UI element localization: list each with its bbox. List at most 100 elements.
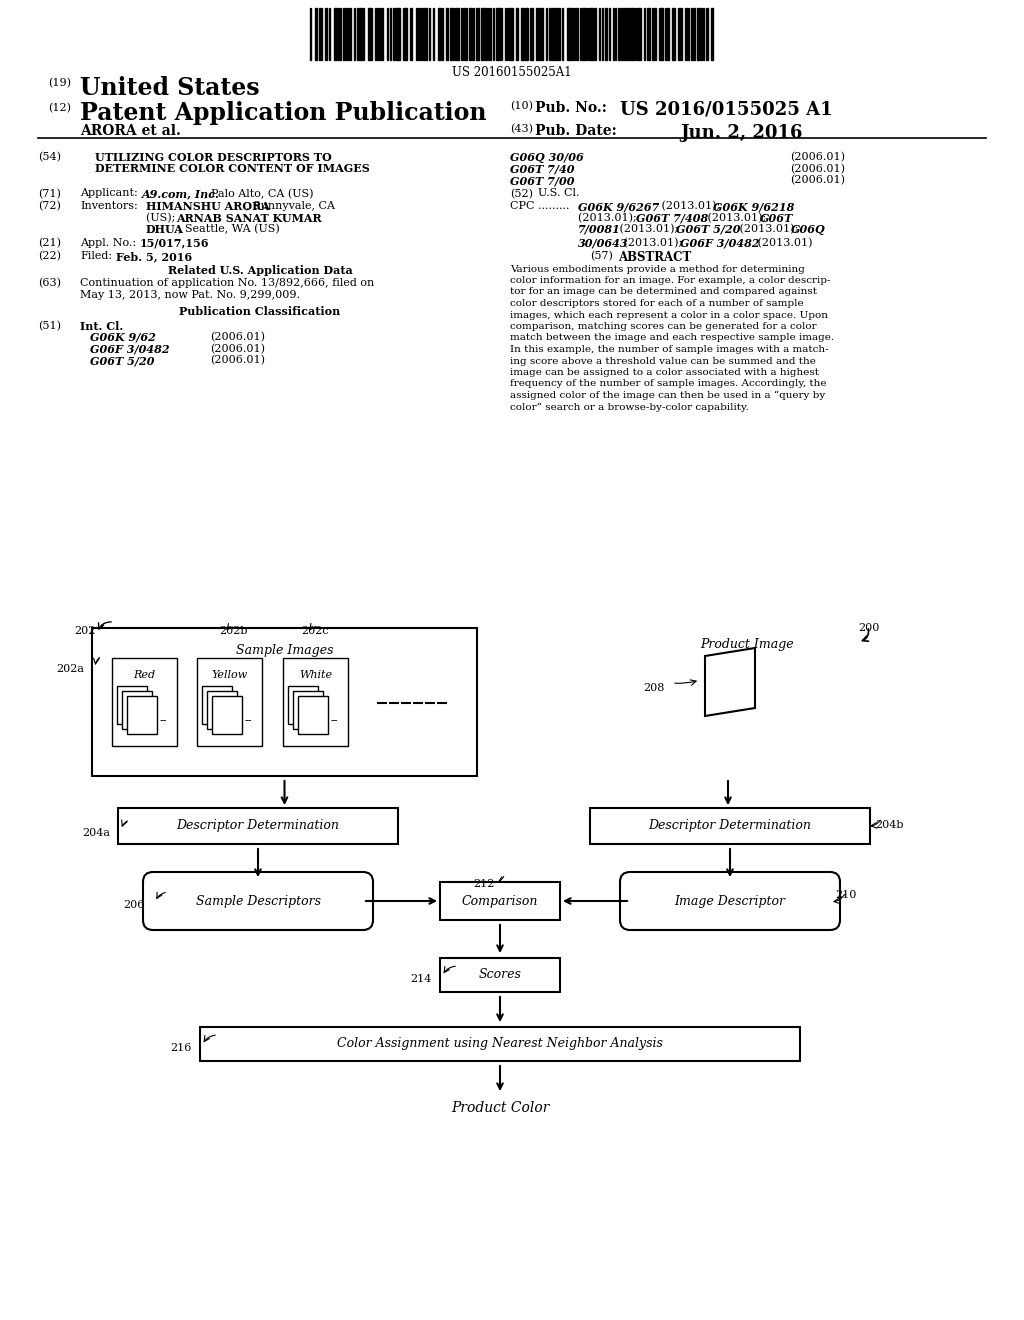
Text: 216: 216 xyxy=(171,1043,193,1053)
Bar xyxy=(469,8,472,59)
Bar xyxy=(667,8,669,59)
Text: (12): (12) xyxy=(48,103,71,114)
Text: 30/0643: 30/0643 xyxy=(578,238,629,248)
Text: Product Color: Product Color xyxy=(451,1101,549,1115)
Text: (52): (52) xyxy=(510,189,534,199)
Text: 208: 208 xyxy=(644,682,665,693)
Text: Jun. 2, 2016: Jun. 2, 2016 xyxy=(680,124,803,143)
Text: U.S. Cl.: U.S. Cl. xyxy=(538,189,580,198)
Text: G06F 3/0482: G06F 3/0482 xyxy=(680,238,760,248)
Text: (51): (51) xyxy=(38,321,61,331)
Bar xyxy=(440,882,560,920)
Text: Pub. Date:: Pub. Date: xyxy=(535,124,616,139)
Text: , Palo Alto, CA (US): , Palo Alto, CA (US) xyxy=(204,189,313,199)
Bar xyxy=(706,8,708,59)
Text: May 13, 2013, now Pat. No. 9,299,009.: May 13, 2013, now Pat. No. 9,299,009. xyxy=(80,289,300,300)
Text: (19): (19) xyxy=(48,78,71,88)
Bar xyxy=(582,8,586,59)
Text: 206: 206 xyxy=(124,900,145,909)
Text: 212: 212 xyxy=(474,879,495,888)
Bar xyxy=(207,690,237,729)
Text: (72): (72) xyxy=(38,201,60,211)
Text: (2013.01);: (2013.01); xyxy=(620,238,686,248)
Text: assigned color of the image can then be used in a “query by: assigned color of the image can then be … xyxy=(510,391,825,400)
Text: Color Assignment using Nearest Neighbor Analysis: Color Assignment using Nearest Neighbor … xyxy=(337,1038,663,1051)
Text: Descriptor Determination: Descriptor Determination xyxy=(176,820,339,833)
Bar xyxy=(440,958,560,993)
Text: Inventors:: Inventors: xyxy=(80,201,138,211)
Bar xyxy=(589,8,593,59)
Bar xyxy=(627,8,629,59)
Text: (21): (21) xyxy=(38,238,61,248)
Text: Yellow: Yellow xyxy=(211,671,248,680)
Text: G06T 5/20: G06T 5/20 xyxy=(676,224,740,235)
Text: (2006.01): (2006.01) xyxy=(790,152,845,162)
Text: ARORA et al.: ARORA et al. xyxy=(80,124,181,139)
Bar xyxy=(377,8,379,59)
Bar xyxy=(521,8,524,59)
Text: In this example, the number of sample images with a match-: In this example, the number of sample im… xyxy=(510,345,828,354)
Text: White: White xyxy=(299,671,332,680)
Bar xyxy=(485,8,487,59)
Bar xyxy=(334,8,337,59)
Text: image can be assigned to a color associated with a highest: image can be assigned to a color associa… xyxy=(510,368,819,378)
Polygon shape xyxy=(705,648,755,715)
Bar xyxy=(456,8,459,59)
Text: (63): (63) xyxy=(38,279,61,288)
Bar xyxy=(92,628,477,776)
Text: (2013.01);: (2013.01); xyxy=(658,201,724,211)
Bar xyxy=(672,8,675,59)
Bar xyxy=(476,8,479,59)
Bar xyxy=(200,1027,800,1061)
Text: (22): (22) xyxy=(38,251,61,261)
Text: (2013.01);: (2013.01); xyxy=(736,224,802,235)
FancyBboxPatch shape xyxy=(620,873,840,931)
Text: (57): (57) xyxy=(590,251,613,261)
Text: US 2016/0155025 A1: US 2016/0155025 A1 xyxy=(620,102,833,119)
Text: Various embodiments provide a method for determining: Various embodiments provide a method for… xyxy=(510,264,805,273)
Bar xyxy=(678,8,680,59)
Text: (54): (54) xyxy=(38,152,61,162)
Bar xyxy=(553,8,557,59)
Text: (US);: (US); xyxy=(146,213,179,223)
Bar xyxy=(360,8,362,59)
Text: 202: 202 xyxy=(74,626,95,636)
Text: Descriptor Determination: Descriptor Determination xyxy=(648,820,811,833)
Bar xyxy=(685,8,687,59)
Bar xyxy=(197,657,262,746)
Text: 7/0081: 7/0081 xyxy=(578,224,621,235)
Text: HIMANSHU ARORA: HIMANSHU ARORA xyxy=(146,201,270,213)
Bar xyxy=(693,8,695,59)
Text: DETERMINE COLOR CONTENT OF IMAGES: DETERMINE COLOR CONTENT OF IMAGES xyxy=(95,164,370,174)
Text: ing score above a threshold value can be summed and the: ing score above a threshold value can be… xyxy=(510,356,816,366)
Bar xyxy=(450,8,453,59)
Text: Applicant:: Applicant: xyxy=(80,189,138,198)
Text: (2006.01): (2006.01) xyxy=(210,333,265,342)
Bar xyxy=(393,8,395,59)
Text: G06K 9/62: G06K 9/62 xyxy=(90,333,156,343)
Text: Continuation of application No. 13/892,666, filed on: Continuation of application No. 13/892,6… xyxy=(80,279,374,288)
Bar xyxy=(530,8,534,59)
FancyBboxPatch shape xyxy=(143,873,373,931)
Bar xyxy=(122,690,152,729)
Bar xyxy=(637,8,641,59)
Bar xyxy=(540,8,543,59)
Bar xyxy=(446,8,449,59)
Text: Publication Classification: Publication Classification xyxy=(179,306,341,317)
Bar xyxy=(594,8,596,59)
Bar xyxy=(558,8,560,59)
Text: G06K 9/6218: G06K 9/6218 xyxy=(713,201,795,213)
Text: (2006.01): (2006.01) xyxy=(790,176,845,185)
Text: match between the image and each respective sample image.: match between the image and each respect… xyxy=(510,334,835,342)
Text: 202a: 202a xyxy=(56,664,84,675)
Bar xyxy=(605,8,607,59)
Text: G06K 9/6267: G06K 9/6267 xyxy=(578,201,659,213)
Text: 204b: 204b xyxy=(874,820,903,830)
Bar xyxy=(112,657,177,746)
Text: Sample Descriptors: Sample Descriptors xyxy=(196,895,321,908)
Text: 15/017,156: 15/017,156 xyxy=(140,238,210,248)
Text: 210: 210 xyxy=(835,890,856,900)
Text: color information for an image. For example, a color descrip-: color information for an image. For exam… xyxy=(510,276,830,285)
Text: --: -- xyxy=(331,715,339,726)
Text: Int. Cl.: Int. Cl. xyxy=(80,321,123,331)
